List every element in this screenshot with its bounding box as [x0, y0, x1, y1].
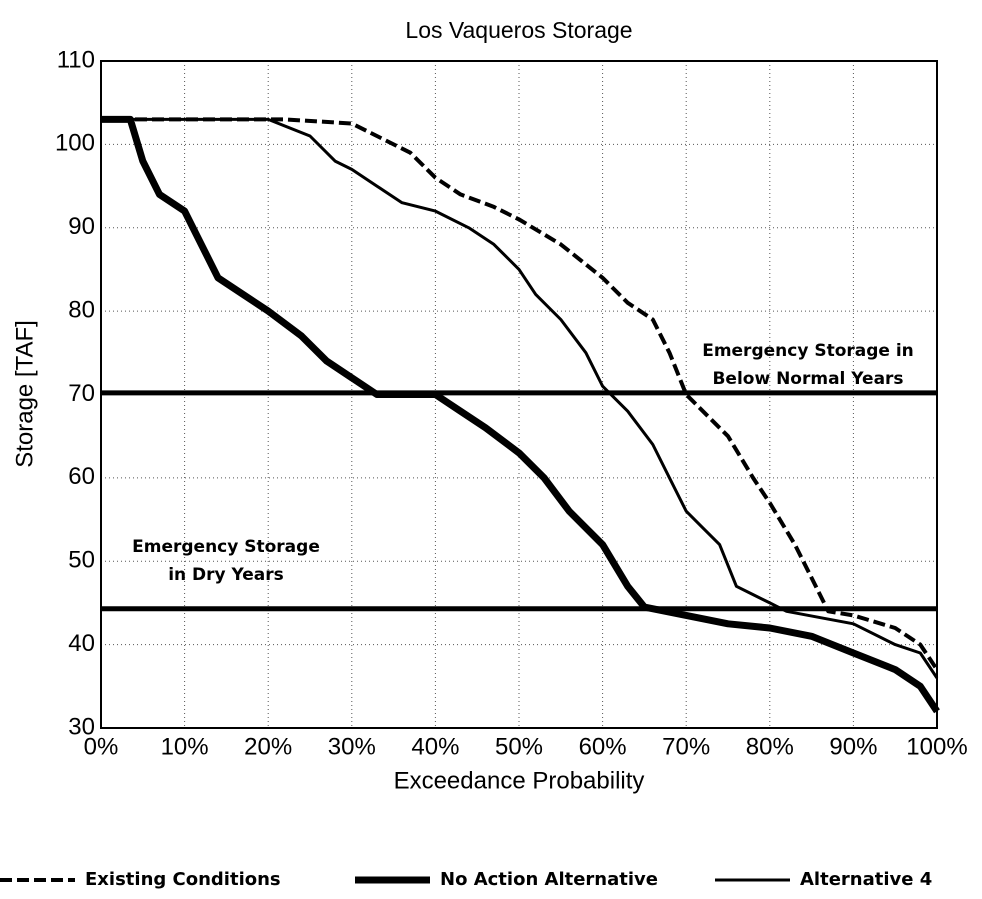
- y-tick-label: 110: [57, 46, 95, 73]
- x-tick-label: 20%: [244, 733, 292, 760]
- y-tick-label: 90: [68, 213, 95, 240]
- series-line: [101, 117, 939, 679]
- x-tick-label: 60%: [579, 733, 627, 760]
- legend-label: Existing Conditions: [85, 869, 281, 890]
- y-tick-label: 30: [68, 713, 95, 740]
- legend-label: No Action Alternative: [440, 869, 658, 890]
- y-tick-label: 60: [68, 463, 95, 490]
- annotation: Emergency Storage in: [702, 341, 914, 361]
- x-tick-label: 90%: [829, 733, 877, 760]
- series-line: [101, 117, 939, 671]
- y-tick-label: 100: [55, 130, 95, 157]
- y-tick-label: 70: [68, 380, 95, 407]
- x-tick-label: 0%: [84, 733, 119, 760]
- chart-title: Los Vaqueros Storage: [405, 17, 632, 43]
- x-axis-label: Exceedance Probability: [394, 767, 645, 794]
- x-tick-label: 40%: [411, 733, 459, 760]
- series-line: [101, 115, 940, 714]
- annotation: in Dry Years: [168, 565, 284, 585]
- x-tick-label: 30%: [328, 733, 376, 760]
- x-tick-label: 70%: [662, 733, 710, 760]
- x-tick-label: 50%: [495, 733, 543, 760]
- y-tick-label: 50: [68, 547, 95, 574]
- annotation: Emergency Storage: [132, 537, 320, 557]
- legend-label: Alternative 4: [800, 869, 932, 890]
- y-tick-label: 40: [68, 630, 95, 657]
- x-tick-label: 100%: [906, 733, 967, 760]
- y-axis-label: Storage [TAF]: [11, 320, 38, 468]
- x-tick-label: 10%: [161, 733, 209, 760]
- annotation: Below Normal Years: [712, 369, 903, 389]
- y-tick-label: 80: [68, 296, 95, 323]
- x-tick-label: 80%: [746, 733, 794, 760]
